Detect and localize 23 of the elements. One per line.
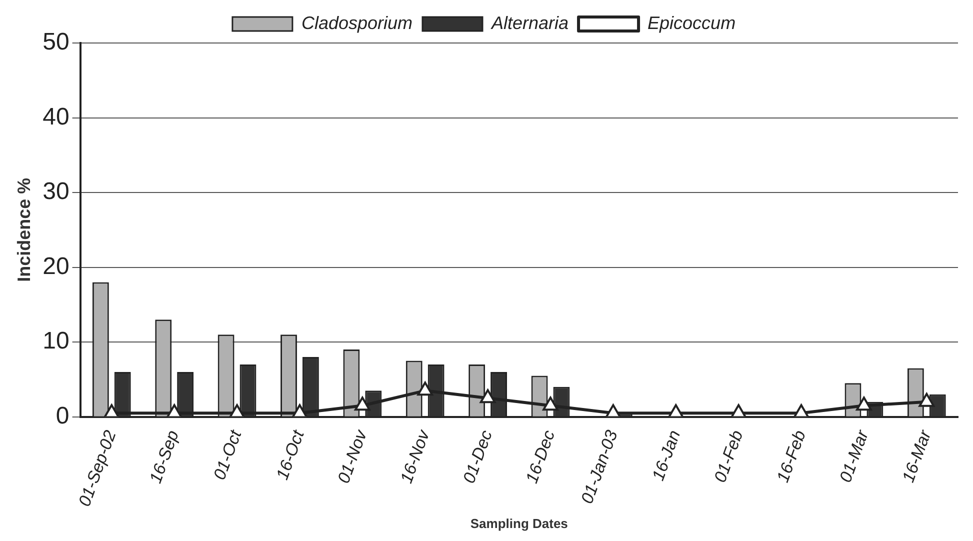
y-tick-label: 20: [42, 252, 70, 280]
y-tick-label: 30: [42, 178, 70, 206]
x-tick-label: 01-Feb: [710, 428, 747, 485]
y-tick-label: 40: [42, 103, 70, 130]
x-axis-title: Sampling Dates: [470, 516, 568, 531]
x-tick-label: 16-Oct: [272, 426, 308, 482]
x-tick-label: 01-Nov: [334, 426, 372, 486]
x-tick-label: 01-Oct: [210, 426, 246, 482]
x-tick-label: 16-Feb: [773, 428, 810, 485]
y-axis-title: Incidence %: [14, 178, 34, 282]
x-tick-label: 16-Nov: [396, 426, 434, 486]
y-tick-label: 0: [56, 402, 70, 430]
legend-label: Alternaria: [490, 13, 569, 33]
legend-label: Cladosporium: [301, 13, 413, 33]
x-tick-label: 16-Sep: [146, 428, 183, 486]
x-tick-label: 01-Dec: [459, 427, 496, 486]
x-tick-label: 16-Dec: [522, 427, 559, 486]
x-tick-label: 16-Jan: [648, 428, 684, 484]
x-tick-label: 01-Mar: [836, 426, 873, 485]
y-tick-label: 10: [42, 328, 70, 355]
y-tick-label: 50: [42, 28, 70, 56]
x-tick-label: 16-Mar: [898, 426, 936, 485]
legend-label: Epicoccum: [648, 13, 736, 33]
